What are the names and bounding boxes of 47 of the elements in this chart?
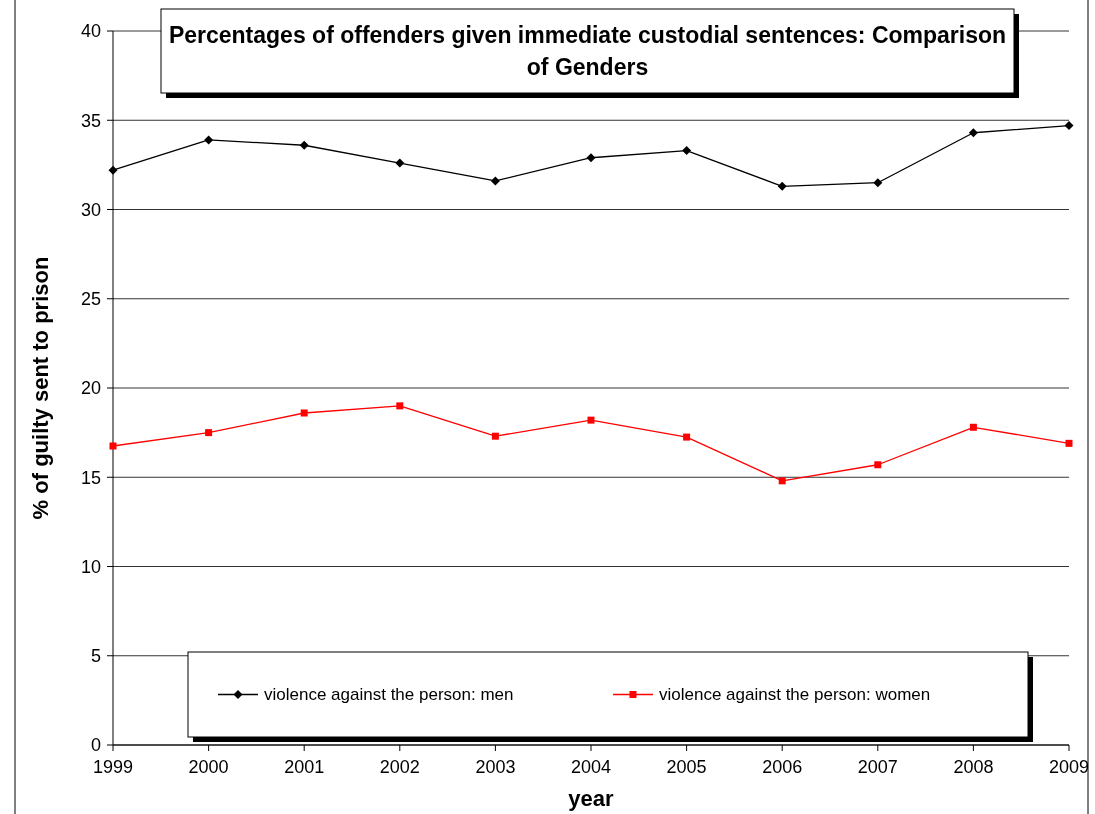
x-tick-label: 2002 <box>379 757 420 777</box>
point <box>1065 439 1073 447</box>
point <box>299 140 309 150</box>
point <box>300 409 308 417</box>
x-tick-label: 2006 <box>762 757 803 777</box>
x-tick-label: 2007 <box>857 757 898 777</box>
x-tick-label: 1999 <box>92 757 134 777</box>
point <box>109 442 117 450</box>
point <box>682 146 692 156</box>
x-tick-label: 2004 <box>570 757 612 777</box>
point <box>490 176 500 186</box>
point <box>586 153 596 163</box>
point <box>491 432 499 440</box>
y-tick-label: 35 <box>80 110 101 131</box>
point <box>1064 121 1074 131</box>
point <box>395 158 405 168</box>
x-tick-label: 2003 <box>475 757 516 777</box>
chart-title: Percentages of offenders given immediate custodial sentences: Comparison of Genders <box>167 21 1008 82</box>
legend-label: violence against the person: men <box>264 685 514 705</box>
legend-label: violence against the person: women <box>659 685 931 705</box>
point <box>968 128 978 138</box>
point <box>777 181 787 191</box>
point <box>587 416 595 424</box>
y-tick-label: 20 <box>80 378 101 399</box>
x-tick-label: 2005 <box>666 757 707 777</box>
y-tick-label: 30 <box>80 199 101 220</box>
point <box>205 429 213 437</box>
y-tick-label: 40 <box>80 21 101 42</box>
point <box>204 135 214 145</box>
point <box>873 178 883 188</box>
y-tick-label: 15 <box>80 467 101 488</box>
point <box>969 423 977 431</box>
x-tick-label: 2001 <box>284 757 325 777</box>
x-tick-label: 2000 <box>188 757 229 777</box>
y-tick-label: 5 <box>90 646 101 667</box>
point <box>683 433 691 441</box>
x-axis-title: year <box>568 786 615 811</box>
x-tick-label: 2009 <box>1048 757 1090 777</box>
point <box>874 461 882 469</box>
y-tick-label: 10 <box>80 556 101 577</box>
point <box>778 477 786 485</box>
y-tick-label: 25 <box>80 289 101 310</box>
y-tick-label: 0 <box>90 735 101 756</box>
x-tick-label: 2008 <box>953 757 994 777</box>
point <box>396 402 404 410</box>
y-axis-title: % of guilty sent to prison <box>28 256 53 520</box>
point <box>108 165 118 175</box>
